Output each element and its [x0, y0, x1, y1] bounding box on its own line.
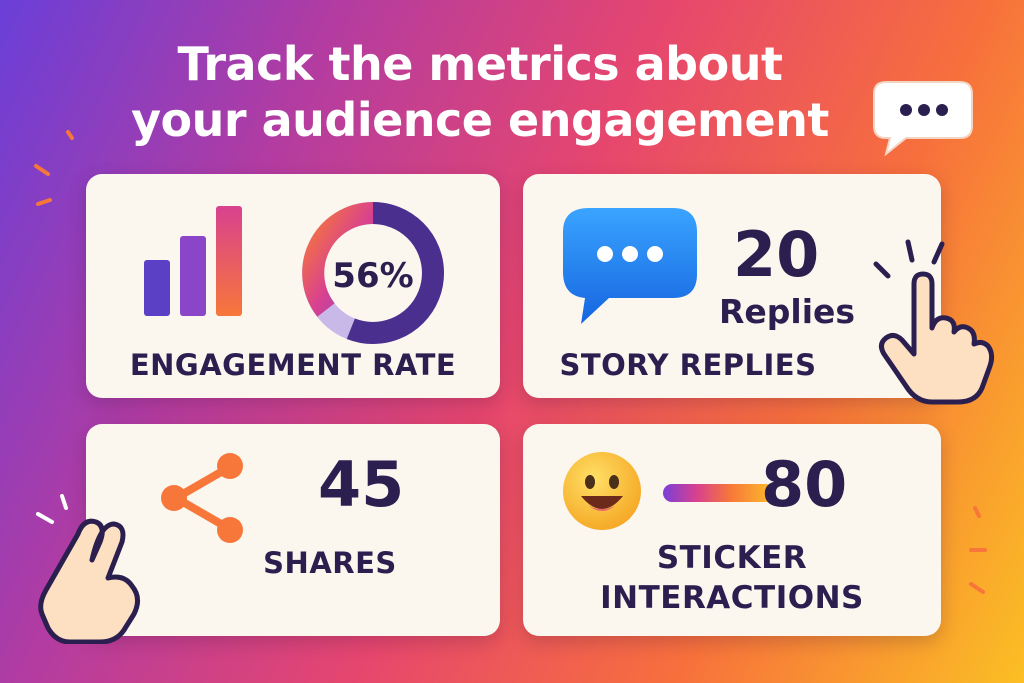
story-replies-unit: Replies	[719, 292, 856, 331]
shares-count: 45	[318, 448, 405, 521]
sticker-interactions-count: 80	[761, 448, 848, 521]
pointing-hand-icon	[873, 239, 995, 405]
spark-decoration-left	[34, 130, 74, 206]
bar-chart-icon	[144, 206, 242, 316]
message-icon	[563, 208, 697, 324]
chat-bubble-icon	[873, 81, 973, 156]
smiley-emoji-icon	[563, 452, 641, 530]
sticker-label-line-2: INTERACTIONS	[600, 580, 864, 616]
slider-icon	[663, 484, 775, 502]
engagement-percent: 56%	[332, 256, 414, 296]
engagement-rate-label: ENGAGEMENT RATE	[129, 348, 457, 382]
title-line-2: your audience engagement	[131, 93, 829, 147]
sticker-interactions-card: 80 STICKER INTERACTIONS	[523, 424, 941, 636]
sticker-label-line-1: STICKER	[656, 540, 808, 576]
shares-card: 45 SHARES	[86, 424, 500, 636]
donut-chart-icon	[302, 202, 444, 344]
shares-label: SHARES	[263, 546, 397, 580]
story-replies-card: 20 Replies STORY REPLIES	[523, 174, 941, 398]
story-replies-count: 20	[733, 218, 820, 291]
story-replies-label: STORY REPLIES	[559, 348, 817, 382]
engagement-rate-card: 56% ENGAGEMENT RATE	[86, 174, 500, 398]
spark-decoration-right	[969, 506, 987, 594]
title-line-1: Track the metrics about	[177, 37, 783, 91]
share-icon	[161, 453, 243, 543]
page-title: Track the metrics about your audience en…	[0, 36, 960, 148]
two-finger-hand-icon	[36, 494, 140, 644]
sticker-interactions-label: STICKER INTERACTIONS	[523, 538, 941, 618]
